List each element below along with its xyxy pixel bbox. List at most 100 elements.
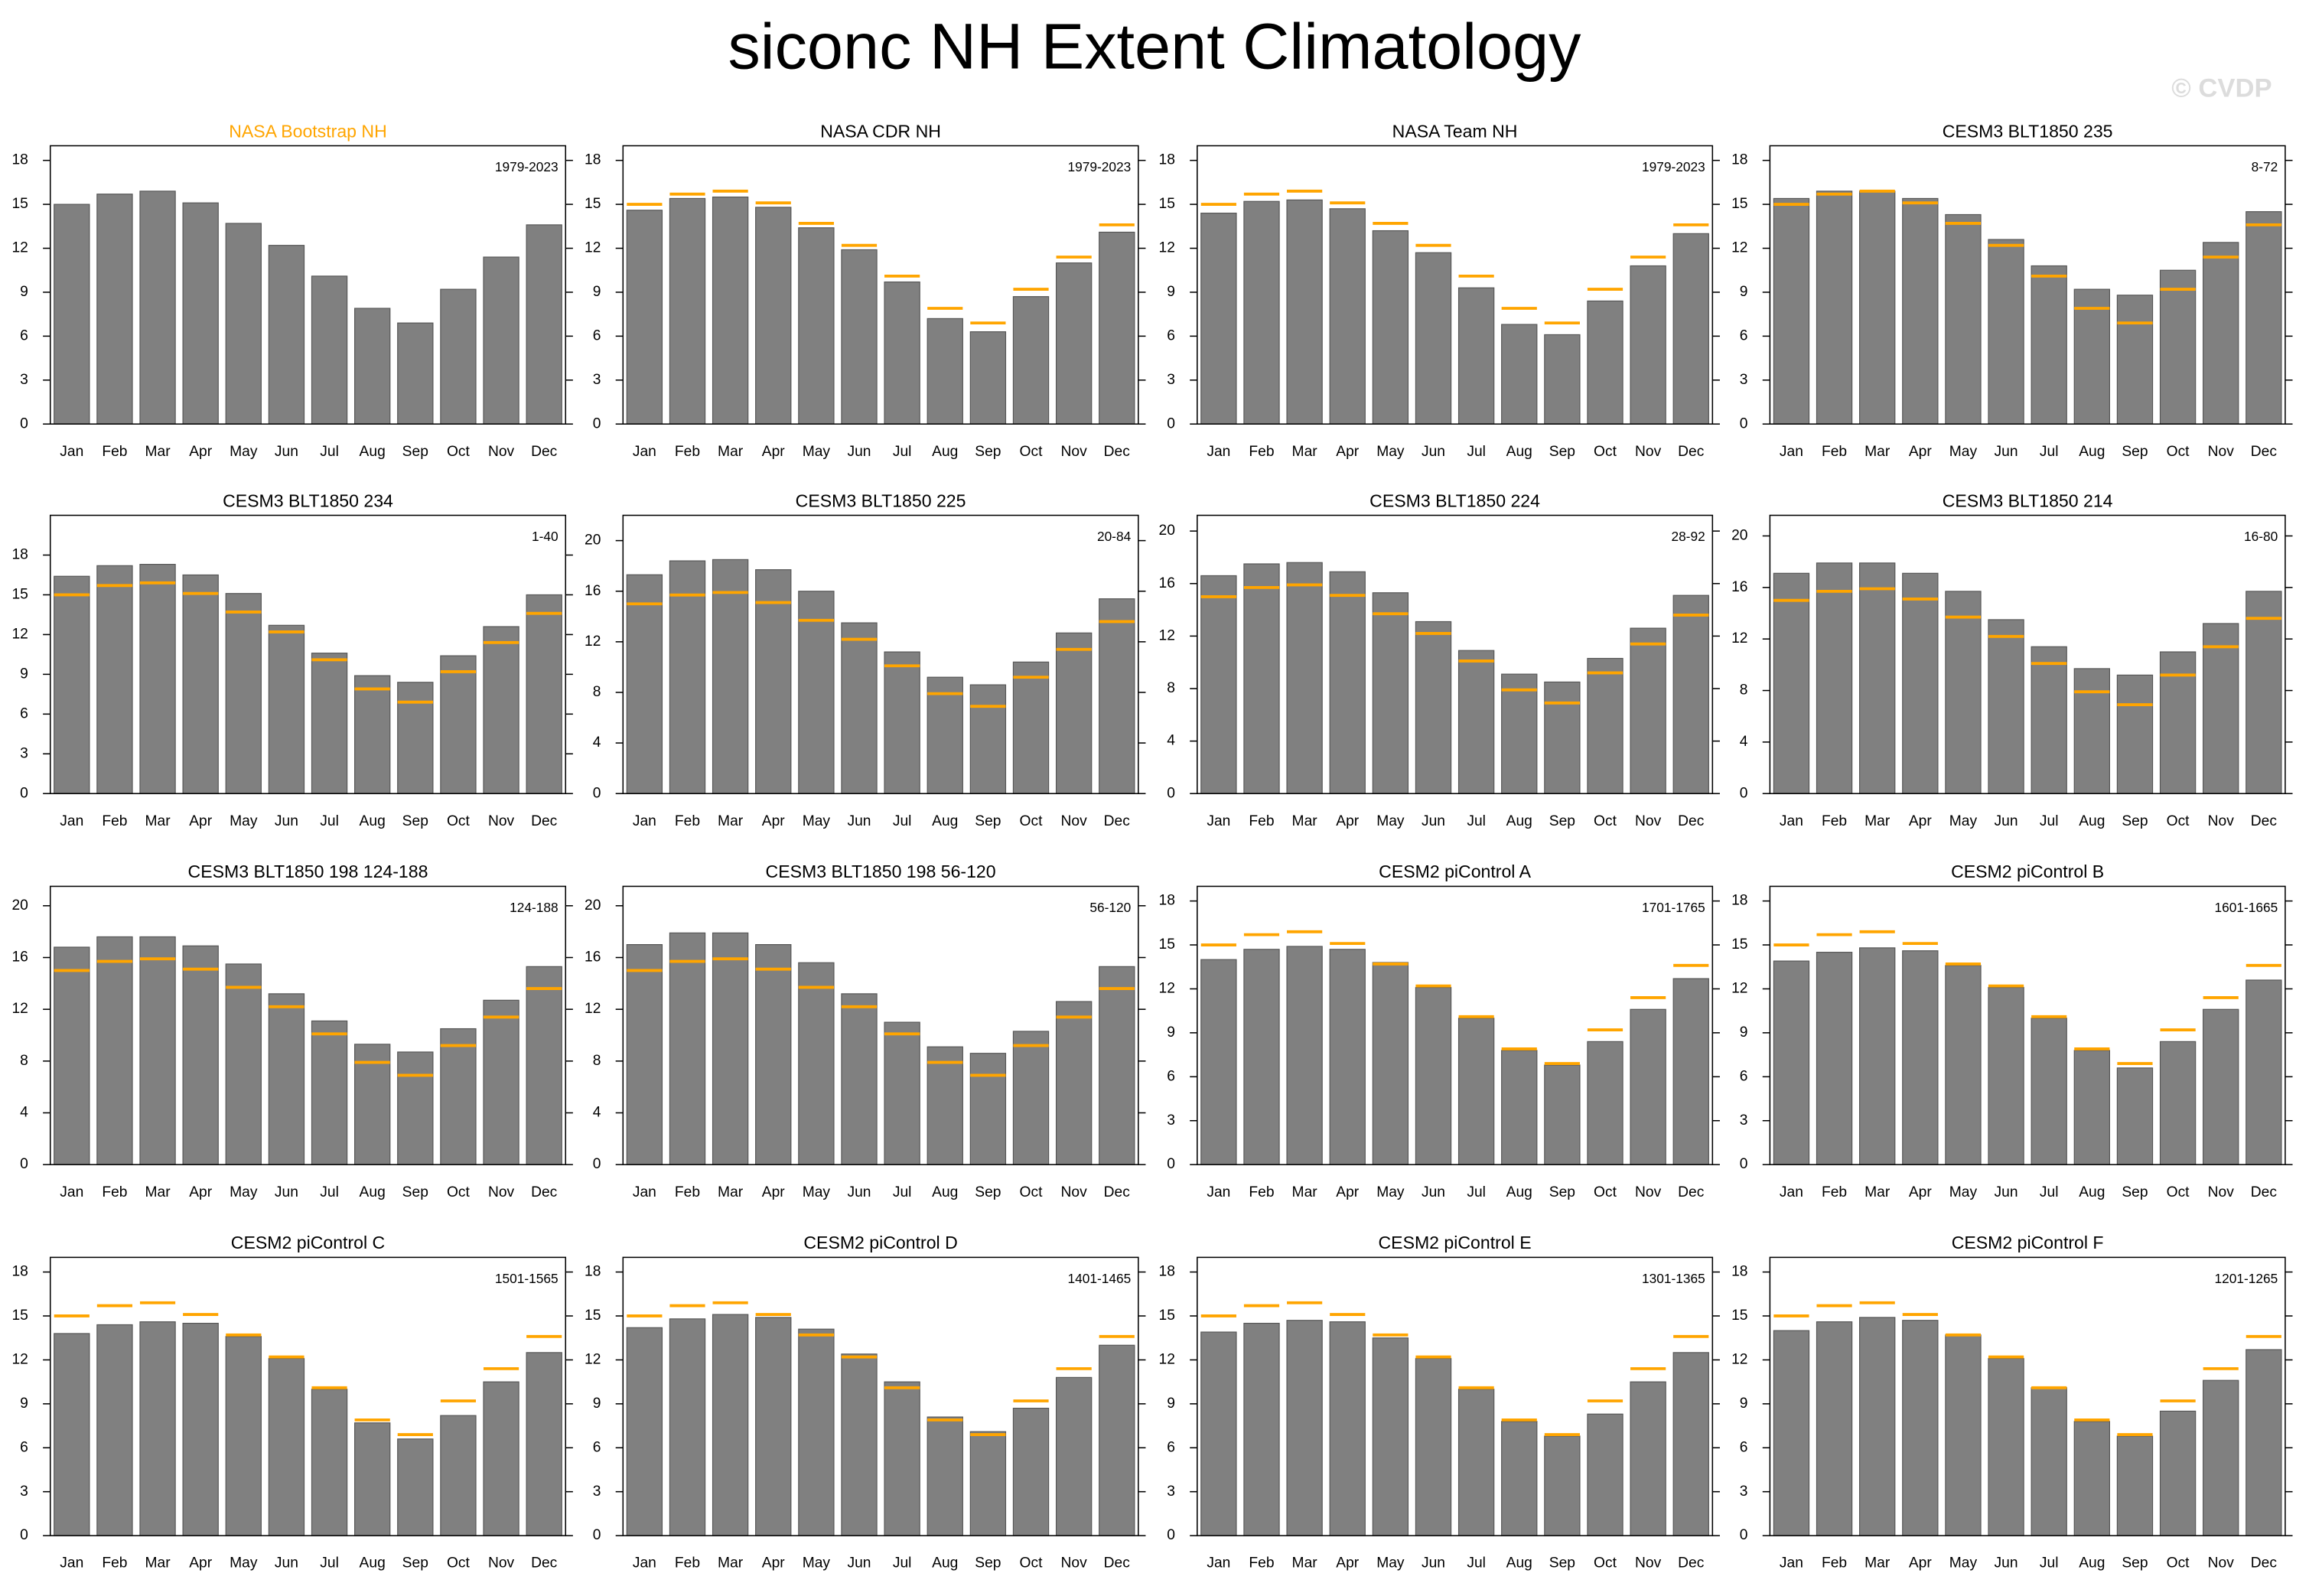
y-tick-label: 18 bbox=[1159, 1264, 1175, 1280]
x-tick-label: Oct bbox=[1020, 444, 1044, 460]
x-tick-label: Jul bbox=[893, 444, 912, 460]
bar bbox=[712, 196, 749, 425]
x-tick-label: Jan bbox=[60, 813, 83, 829]
panel-title: CESM3 BLT1850 198 124-188 bbox=[188, 862, 428, 881]
bar bbox=[1243, 1322, 1280, 1536]
x-tick-label: Aug bbox=[2079, 444, 2105, 460]
x-tick-label: Feb bbox=[102, 1555, 127, 1572]
x-tick-label: Dec bbox=[1678, 813, 1705, 829]
x-tick-label: Jul bbox=[1467, 1184, 1486, 1200]
x-tick-label: Sep bbox=[2122, 444, 2148, 460]
bar bbox=[884, 651, 920, 794]
y-tick-label: 20 bbox=[585, 533, 601, 549]
bar bbox=[397, 682, 434, 794]
y-tick-label: 6 bbox=[1167, 1439, 1175, 1455]
bar bbox=[268, 624, 305, 794]
bar bbox=[2116, 1435, 2154, 1536]
x-tick-label: Oct bbox=[1594, 813, 1617, 829]
bar bbox=[311, 1389, 348, 1536]
x-tick-label: Apr bbox=[1909, 813, 1933, 829]
y-tick-label: 18 bbox=[1159, 893, 1175, 909]
y-tick-label: 3 bbox=[1167, 1484, 1175, 1500]
x-tick-label: Dec bbox=[1104, 1555, 1131, 1572]
y-tick-label: 18 bbox=[585, 152, 601, 168]
bar bbox=[798, 962, 835, 1165]
x-tick-label: Feb bbox=[1249, 444, 1274, 460]
x-tick-label: Nov bbox=[2208, 1555, 2235, 1572]
x-tick-label: Jun bbox=[1995, 1555, 2018, 1572]
x-tick-label: Nov bbox=[1635, 1555, 1662, 1572]
panel-title: CESM3 BLT1850 235 bbox=[1943, 121, 2113, 141]
plot-frame bbox=[49, 145, 567, 425]
x-tick-label: Feb bbox=[102, 813, 127, 829]
y-tick-label: 12 bbox=[585, 1351, 601, 1367]
panel-title: CESM2 piControl D bbox=[803, 1233, 957, 1252]
bar bbox=[1859, 947, 1896, 1165]
bar bbox=[526, 224, 562, 425]
y-tick-label: 12 bbox=[11, 240, 28, 256]
bar bbox=[927, 1416, 963, 1536]
x-tick-label: Dec bbox=[1104, 1184, 1131, 1200]
bar bbox=[526, 966, 562, 1165]
bar bbox=[2159, 1041, 2197, 1165]
bar bbox=[2031, 1018, 2067, 1165]
bar bbox=[1630, 265, 1666, 425]
x-tick-label: Oct bbox=[2167, 1555, 2190, 1572]
bar bbox=[1902, 950, 1939, 1165]
bar bbox=[969, 331, 1007, 425]
bar bbox=[1945, 1334, 1982, 1536]
bar bbox=[1243, 563, 1280, 794]
x-tick-label: Aug bbox=[1506, 813, 1532, 829]
x-tick-label: Mar bbox=[718, 1184, 744, 1200]
x-tick-label: Jun bbox=[1995, 444, 2018, 460]
x-tick-label: Nov bbox=[488, 1184, 515, 1200]
x-tick-label: Jun bbox=[847, 813, 871, 829]
x-tick-label: Mar bbox=[1864, 444, 1891, 460]
y-tick-label: 9 bbox=[593, 284, 601, 300]
watermark: © CVDP bbox=[2171, 74, 2272, 103]
y-tick-label: 18 bbox=[11, 547, 28, 563]
bar bbox=[1773, 572, 1810, 794]
y-tick-label: 8 bbox=[20, 1053, 28, 1069]
bar bbox=[268, 993, 305, 1165]
plot-frame bbox=[622, 145, 1139, 425]
x-tick-label: Mar bbox=[1864, 1555, 1891, 1572]
x-tick-label: Jul bbox=[2040, 444, 2059, 460]
y-tick-label: 9 bbox=[20, 1396, 28, 1412]
x-tick-label: Jul bbox=[1467, 813, 1486, 829]
bar bbox=[969, 1431, 1007, 1536]
bar bbox=[1859, 562, 1896, 794]
y-tick-label: 12 bbox=[1731, 630, 1747, 647]
panel: CESM3 BLT1850 225 20-84 0 4 8 12 16 20 Jan Feb Mar… bbox=[585, 490, 1146, 829]
y-tick-label: 0 bbox=[1740, 785, 1748, 801]
y-tick-label: 6 bbox=[593, 327, 601, 344]
bar bbox=[1099, 231, 1135, 425]
bar bbox=[712, 1314, 749, 1536]
x-tick-label: Mar bbox=[1864, 1184, 1891, 1200]
y-tick-label: 15 bbox=[11, 196, 28, 212]
y-tick-label: 15 bbox=[11, 587, 28, 603]
bar bbox=[225, 223, 262, 425]
x-tick-label: Nov bbox=[2208, 1184, 2235, 1200]
bar bbox=[884, 1021, 920, 1165]
x-tick-label: Aug bbox=[360, 1184, 386, 1200]
bar bbox=[1816, 952, 1853, 1165]
bar bbox=[1415, 986, 1452, 1165]
y-tick-label: 15 bbox=[1159, 1308, 1175, 1324]
y-tick-label: 8 bbox=[1167, 680, 1175, 696]
x-tick-label: Jun bbox=[1422, 1555, 1445, 1572]
x-tick-label: May bbox=[230, 1184, 258, 1200]
y-tick-label: 15 bbox=[1159, 196, 1175, 212]
bar bbox=[1544, 681, 1581, 794]
x-tick-label: Dec bbox=[531, 813, 558, 829]
y-tick-label: 0 bbox=[20, 1527, 28, 1543]
bar bbox=[1816, 191, 1853, 425]
bar bbox=[1286, 1320, 1323, 1536]
y-tick-label: 15 bbox=[1731, 1308, 1747, 1324]
panel: CESM3 BLT1850 214 16-80 0 4 8 12 16 20 Jan Feb Mar… bbox=[1731, 490, 2293, 829]
bar bbox=[268, 1357, 305, 1536]
x-tick-label: Feb bbox=[1249, 1555, 1274, 1572]
x-tick-label: Dec bbox=[2251, 1555, 2278, 1572]
x-tick-label: Sep bbox=[402, 813, 428, 829]
bar bbox=[1945, 965, 1982, 1165]
